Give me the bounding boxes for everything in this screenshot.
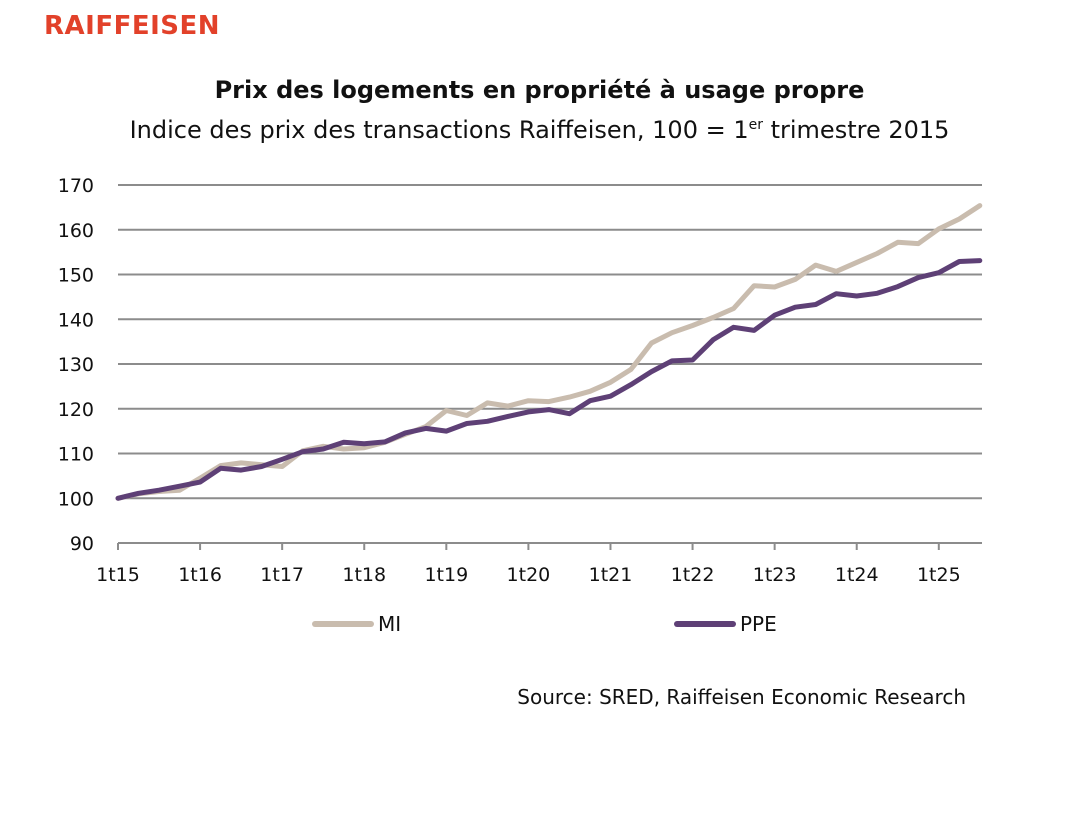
legend-label-ppe: PPE [740, 612, 777, 636]
y-tick-label: 100 [58, 488, 94, 510]
y-axis-ticks: 90 100 110 120 130 140 150 160 170 [58, 175, 94, 555]
series-lines [115, 203, 983, 501]
x-axis: 1t15 1t16 1t17 1t18 1t19 1t20 1t21 1t22 1t23 1t24… [96, 542, 982, 586]
y-tick-label: 120 [58, 399, 94, 421]
x-tick-label: 1t16 [178, 564, 222, 586]
x-tick-label: 1t23 [753, 564, 797, 586]
x-tick-label: 1t24 [835, 564, 879, 586]
legend-swatch-ppe [674, 621, 736, 627]
subtitle-text: Indice des prix des transactions Raiffei… [129, 116, 749, 144]
y-tick-label: 140 [58, 309, 94, 331]
subtitle-text-end: trimestre 2015 [762, 116, 950, 144]
chart-title: Prix des logements en propriété à usage … [214, 76, 865, 104]
legend-swatch-mi [312, 621, 374, 627]
y-tick-label: 160 [58, 220, 94, 242]
x-tick-label: 1t15 [96, 564, 140, 586]
y-tick-label: 150 [58, 265, 94, 287]
x-tick-label: 1t21 [589, 564, 633, 586]
x-tick-label: 1t25 [917, 564, 961, 586]
y-tick-label: 130 [58, 354, 94, 376]
y-tick-label: 110 [58, 444, 94, 466]
x-tick-label: 1t20 [507, 564, 551, 586]
source-note: Source: SRED, Raiffeisen Economic Resear… [517, 685, 966, 709]
raiffeisen-logo: RAIFFEISEN [44, 11, 221, 41]
x-tick-label: 1t19 [424, 564, 468, 586]
x-tick-label: 1t18 [342, 564, 386, 586]
series-line-ppe [115, 258, 983, 501]
chart-subtitle: Indice des prix des transactions Raiffei… [0, 116, 1079, 144]
gridlines [118, 184, 982, 500]
y-tick-label: 90 [70, 533, 94, 555]
x-tick-label: 1t17 [260, 564, 304, 586]
x-tick-label: 1t22 [671, 564, 715, 586]
legend-item-mi: MI [312, 612, 401, 636]
legend-item-ppe: PPE [674, 612, 777, 636]
legend-label-mi: MI [378, 612, 402, 636]
y-tick-label: 170 [58, 175, 94, 197]
subtitle-superscript: er [748, 117, 763, 133]
